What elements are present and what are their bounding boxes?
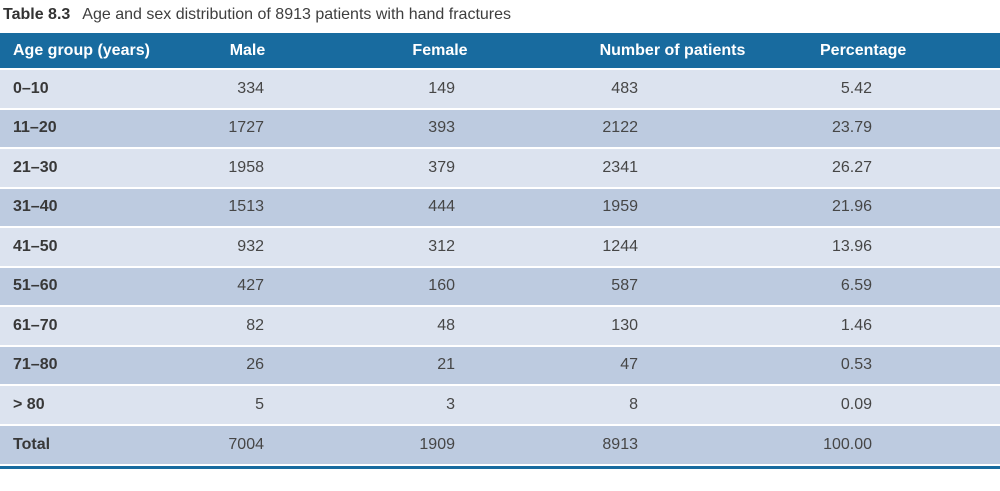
cell-patients: 1959 [555, 186, 790, 227]
cell-age-group: 61–70 [0, 305, 170, 346]
cell-patients: 8 [555, 384, 790, 425]
table-row: 31–40 1513 444 1959 21.96 [0, 186, 1000, 227]
cell-patients: 587 [555, 265, 790, 306]
table-row: 61–70 82 48 130 1.46 [0, 305, 1000, 346]
cell-male: 427 [170, 265, 325, 306]
data-table: Age group (years) Male Female Number of … [0, 33, 1000, 464]
col-header-number-of-patients: Number of patients [555, 33, 790, 69]
cell-female: 393 [325, 107, 555, 148]
table-row: 71–80 26 21 47 0.53 [0, 344, 1000, 385]
col-header-male: Male [170, 33, 325, 69]
cell-male: 26 [170, 344, 325, 385]
cell-percentage: 21.96 [790, 186, 1000, 227]
cell-male: 5 [170, 384, 325, 425]
cell-percentage: 0.53 [790, 344, 1000, 385]
cell-patients: 2122 [555, 107, 790, 148]
col-header-age-group: Age group (years) [0, 33, 170, 69]
table-row: 21–30 1958 379 2341 26.27 [0, 147, 1000, 188]
cell-age-group: > 80 [0, 384, 170, 425]
cell-female: 379 [325, 147, 555, 188]
cell-patients: 483 [555, 68, 790, 109]
cell-female: 3 [325, 384, 555, 425]
cell-percentage: 23.79 [790, 107, 1000, 148]
cell-patients: 2341 [555, 147, 790, 188]
cell-age-group: 41–50 [0, 226, 170, 267]
cell-age-group: 51–60 [0, 265, 170, 306]
cell-patients: 8913 [555, 423, 790, 464]
table-row: 51–60 427 160 587 6.59 [0, 265, 1000, 306]
cell-male: 1727 [170, 107, 325, 148]
cell-age-group: 21–30 [0, 147, 170, 188]
table-number: Table 8.3 [3, 6, 71, 23]
cell-female: 149 [325, 68, 555, 109]
cell-age-group: Total [0, 423, 170, 464]
table-row-total: Total 7004 1909 8913 100.00 [0, 423, 1000, 464]
cell-female: 1909 [325, 423, 555, 464]
cell-age-group: 11–20 [0, 107, 170, 148]
cell-percentage: 0.09 [790, 384, 1000, 425]
cell-percentage: 6.59 [790, 265, 1000, 306]
cell-percentage: 13.96 [790, 226, 1000, 267]
cell-age-group: 0–10 [0, 68, 170, 109]
cell-female: 444 [325, 186, 555, 227]
cell-age-group: 31–40 [0, 186, 170, 227]
cell-age-group: 71–80 [0, 344, 170, 385]
col-header-percentage: Percentage [790, 33, 1000, 69]
table-caption: Table 8.3 Age and sex distribution of 891… [0, 0, 1000, 33]
cell-patients: 47 [555, 344, 790, 385]
table-bottom-rule [0, 464, 1000, 469]
header-row: Age group (years) Male Female Number of … [0, 33, 1000, 69]
table-row: > 80 5 3 8 0.09 [0, 384, 1000, 425]
table-row: 11–20 1727 393 2122 23.79 [0, 107, 1000, 148]
cell-percentage: 5.42 [790, 68, 1000, 109]
cell-male: 334 [170, 68, 325, 109]
cell-male: 7004 [170, 423, 325, 464]
cell-female: 160 [325, 265, 555, 306]
table-caption-text: Age and sex distribution of 8913 patient… [82, 6, 512, 23]
cell-female: 312 [325, 226, 555, 267]
cell-male: 932 [170, 226, 325, 267]
cell-patients: 130 [555, 305, 790, 346]
cell-male: 82 [170, 305, 325, 346]
cell-patients: 1244 [555, 226, 790, 267]
col-header-female: Female [325, 33, 555, 69]
cell-percentage: 1.46 [790, 305, 1000, 346]
cell-female: 21 [325, 344, 555, 385]
table-row: 0–10 334 149 483 5.42 [0, 68, 1000, 109]
cell-female: 48 [325, 305, 555, 346]
table-row: 41–50 932 312 1244 13.96 [0, 226, 1000, 267]
cell-male: 1958 [170, 147, 325, 188]
cell-male: 1513 [170, 186, 325, 227]
cell-percentage: 100.00 [790, 423, 1000, 464]
cell-percentage: 26.27 [790, 147, 1000, 188]
